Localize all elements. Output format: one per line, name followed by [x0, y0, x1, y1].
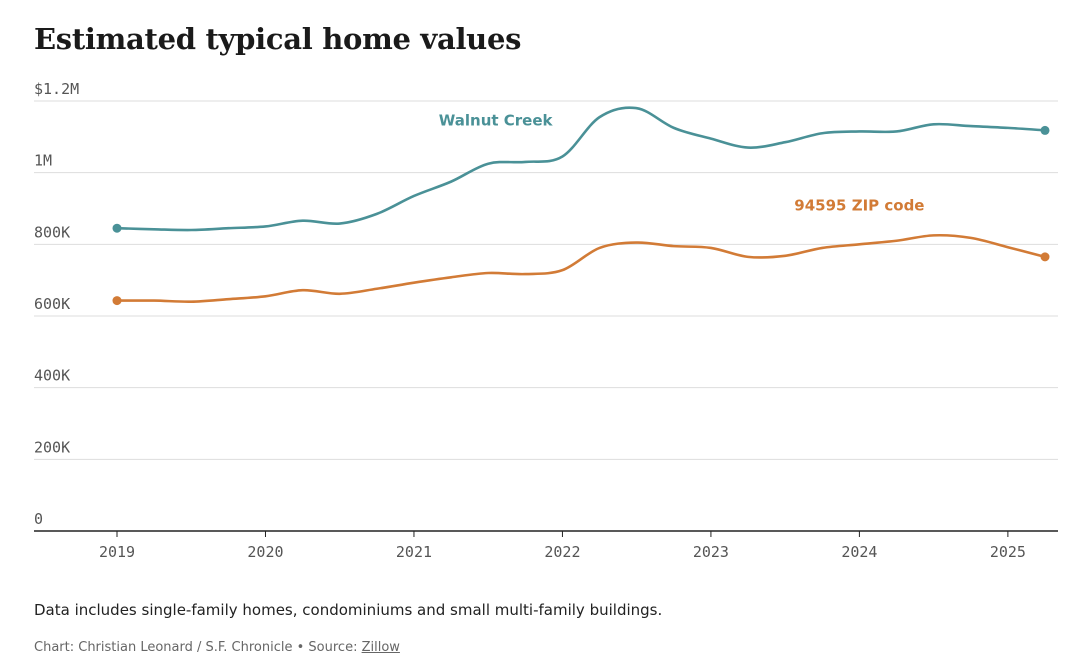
chart-credit: Chart: Christian Leonard / S.F. Chronicl…	[34, 640, 400, 655]
y-tick-label: 0	[34, 510, 43, 528]
credit-text: Chart: Christian Leonard / S.F. Chronicl…	[34, 640, 362, 655]
source-link[interactable]: Zillow	[361, 640, 400, 655]
y-axis-ticks: 0 200K 400K 600K 800K 1M $1.2M	[34, 80, 79, 528]
series-start-point	[112, 223, 122, 233]
series-labels: Walnut Creek 94595 ZIP code	[439, 111, 925, 214]
gridlines	[34, 100, 1058, 532]
y-tick-label: $1.2M	[34, 80, 79, 98]
x-axis: 2019 2020 2021 2022 2023 2024 2025	[99, 531, 1026, 561]
x-tick-label: 2019	[99, 543, 135, 561]
y-tick-label: 200K	[34, 438, 70, 456]
series-end-point	[1040, 125, 1050, 135]
x-tick-label: 2022	[544, 543, 580, 561]
series-label: Walnut Creek	[439, 111, 554, 129]
y-tick-label: 400K	[34, 367, 70, 385]
series-start-point	[112, 296, 122, 306]
x-tick-label: 2020	[247, 543, 283, 561]
x-tick-label: 2021	[396, 543, 432, 561]
series-line	[115, 233, 1047, 303]
series-lines	[112, 106, 1050, 306]
x-tick-label: 2023	[693, 543, 729, 561]
x-tick-label: 2024	[841, 543, 877, 561]
chart-note: Data includes single-family homes, condo…	[34, 601, 663, 619]
chart-title: Estimated typical home values	[34, 22, 522, 56]
x-tick-label: 2025	[990, 543, 1026, 561]
y-tick-label: 1M	[34, 152, 52, 170]
series-end-point	[1040, 252, 1050, 262]
y-tick-label: 800K	[34, 223, 70, 241]
y-tick-label: 600K	[34, 295, 70, 313]
series-line	[115, 106, 1047, 232]
series-label: 94595 ZIP code	[794, 196, 924, 214]
line-chart: 0 200K 400K 600K 800K 1M $1.2M 2019 2020 2021 202…	[34, 80, 1058, 561]
